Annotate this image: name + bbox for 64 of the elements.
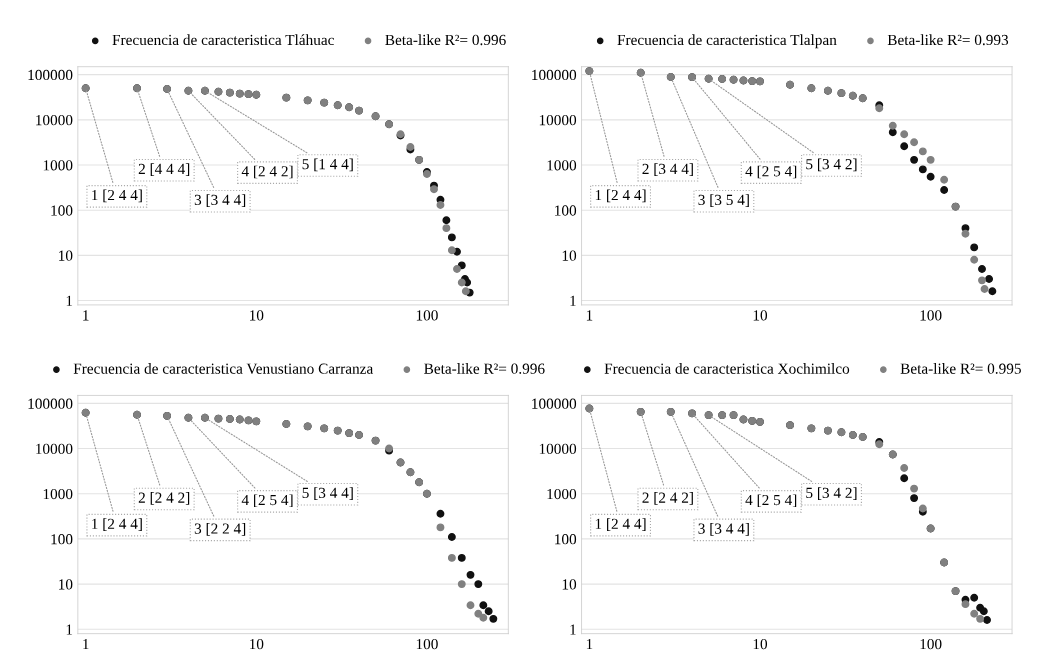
y-tick-label: 1000 xyxy=(547,160,577,171)
y-tick-label: 100 xyxy=(555,205,577,216)
annotation: 5 [3 4 4] xyxy=(302,487,353,500)
annotation: 5 [3 4 2] xyxy=(806,158,857,172)
legend-label: Beta-like R²= 0.996 xyxy=(385,34,506,46)
annotation: 1 [2 4 4] xyxy=(595,518,646,531)
annotation: 5 [3 4 2] xyxy=(806,487,857,500)
x-tick-label: 10 xyxy=(250,310,264,321)
legend-label: Frecuencia de caracteristica Venustiano Carranza xyxy=(73,363,374,374)
legend-label: Frecuencia de caracteristica Tláhuac xyxy=(112,34,334,46)
annotation: 3 [3 4 4] xyxy=(194,194,246,207)
y-tick-label: 100 xyxy=(51,534,73,545)
annotation: 2 [2 4 2] xyxy=(138,492,190,505)
x-tick-label: 100 xyxy=(920,638,942,650)
annotation: 4 [2 5 4] xyxy=(745,494,797,508)
annotation: 1 [2 4 4] xyxy=(595,189,646,203)
y-tick-label: 10 xyxy=(59,579,73,590)
y-tick-label: 10 xyxy=(562,579,577,590)
y-tick-label: 10000 xyxy=(36,114,73,126)
y-tick-label: 1000 xyxy=(547,488,577,500)
x-tick-label: 100 xyxy=(920,310,942,321)
x-tick-label: 1 xyxy=(586,310,593,321)
annotation: 4 [2 4 2] xyxy=(241,165,293,179)
x-tick-label: 1 xyxy=(83,639,89,650)
y-tick-label: 10000 xyxy=(36,443,73,455)
annotation: 3 [3 5 4] xyxy=(698,194,749,207)
annotation: 1 [2 4 4] xyxy=(92,518,142,531)
y-tick-label: 10000 xyxy=(539,443,577,455)
y-tick-label: 100000 xyxy=(532,398,577,409)
y-tick-label: 100000 xyxy=(532,69,577,81)
legend-label: Beta-like R²= 0.995 xyxy=(900,363,1021,374)
y-tick-label: 100 xyxy=(51,205,73,216)
y-tick-label: 10 xyxy=(562,250,577,261)
y-tick-label: 100000 xyxy=(28,69,73,81)
legend-label: Beta-like R²= 0.996 xyxy=(424,363,545,374)
y-tick-label: 10000 xyxy=(539,114,577,126)
y-tick-label: 1000 xyxy=(43,160,73,171)
annotation: 2 [3 4 4] xyxy=(642,163,693,176)
y-tick-label: 1000 xyxy=(43,488,73,500)
y-tick-label: 10 xyxy=(59,250,73,261)
legend-label: Frecuencia de caracteristica Xochimilco xyxy=(604,363,850,374)
x-tick-label: 100 xyxy=(416,310,438,321)
x-tick-label: 100 xyxy=(416,638,438,650)
annotation: 1 [2 4 4] xyxy=(92,189,142,203)
annotation: 4 [2 5 4] xyxy=(745,165,797,179)
annotation: 2 [4 4 4] xyxy=(138,163,190,176)
y-tick-label: 100000 xyxy=(28,398,73,409)
legend-label: Beta-like R²= 0.993 xyxy=(887,34,1009,46)
x-tick-label: 10 xyxy=(250,638,264,650)
y-tick-label: 1 xyxy=(570,295,576,306)
x-tick-label: 10 xyxy=(753,638,768,650)
y-tick-label: 1 xyxy=(66,624,73,635)
y-tick-label: 1 xyxy=(570,624,576,635)
annotation: 3 [2 2 4] xyxy=(194,523,246,536)
annotation: 2 [2 4 2] xyxy=(642,492,693,505)
y-tick-label: 100 xyxy=(555,534,577,545)
annotation: 3 [3 4 4] xyxy=(698,523,749,536)
x-tick-label: 1 xyxy=(83,310,89,321)
annotation: 4 [2 5 4] xyxy=(241,494,293,508)
x-tick-label: 10 xyxy=(753,310,768,321)
legend-label: Frecuencia de caracteristica Tlalpan xyxy=(617,34,837,49)
y-tick-label: 1 xyxy=(66,295,73,306)
annotation: 5 [1 4 4] xyxy=(302,158,353,172)
x-tick-label: 1 xyxy=(586,639,593,650)
